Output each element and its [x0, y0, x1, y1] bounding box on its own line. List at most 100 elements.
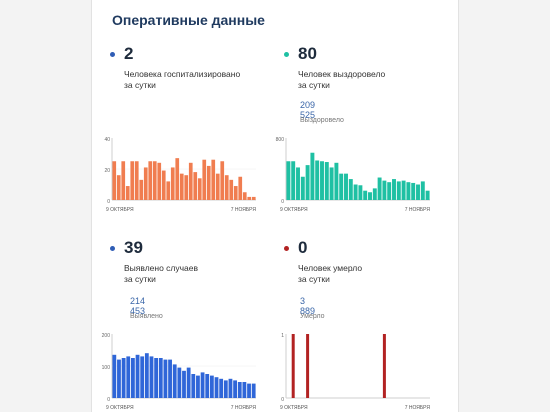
stat-description: Человек выздоровело за сутки [298, 69, 458, 91]
x-tick-label-start: 9 ОКТЯБРЯ [280, 207, 308, 213]
bar [229, 179, 234, 200]
stat-total-label: Умерло [300, 313, 325, 320]
bar [247, 196, 252, 200]
bar [220, 161, 225, 200]
bar [161, 170, 166, 200]
stat-description-line: Выявлено случаев [124, 263, 199, 273]
y-tick-label: 0 [107, 199, 110, 205]
bar [310, 152, 315, 200]
bar [315, 160, 320, 200]
panel-border-left [91, 0, 92, 412]
bar [291, 161, 296, 200]
stat-value: 39 [124, 238, 143, 257]
bar [158, 358, 163, 398]
bar [170, 167, 175, 200]
stat-total-label: Выздоровело [300, 117, 344, 124]
bar [166, 181, 171, 200]
bar [368, 192, 372, 200]
stat-total: 3 889 [300, 296, 316, 316]
y-tick-label: 100 [102, 365, 111, 371]
bar [406, 182, 411, 200]
bar [233, 186, 238, 200]
stat-description-line: за сутки [124, 80, 156, 90]
stat-description-line: за сутки [298, 274, 330, 284]
bar [200, 372, 205, 398]
y-tick-label: 0 [281, 397, 284, 403]
stat-description: Выявлено случаев за сутки [124, 263, 284, 285]
bar [135, 354, 140, 398]
bar [420, 181, 425, 200]
x-tick-label-end: 7 НОЯБРЯ [405, 405, 431, 411]
x-tick-label-end: 7 НОЯБРЯ [231, 405, 257, 411]
x-tick-label-end: 7 НОЯБРЯ [405, 207, 431, 213]
stat-dot [284, 52, 289, 57]
stat-total-label: Выявлено [130, 313, 163, 320]
bar [163, 359, 168, 398]
stat-description-line: за сутки [124, 274, 156, 284]
bar [184, 175, 189, 200]
bar [197, 178, 202, 200]
bar [177, 367, 182, 398]
page-title: Оперативные данные [112, 12, 265, 28]
bar [228, 378, 233, 398]
bar [382, 180, 387, 200]
bar [224, 175, 229, 200]
bar [237, 382, 242, 398]
bar [205, 374, 210, 398]
stat-description: Человека госпитализировано за сутки [124, 69, 284, 91]
bar [148, 161, 153, 200]
bar [324, 162, 329, 200]
bar [149, 356, 154, 398]
bar [121, 358, 126, 398]
bar [353, 184, 358, 200]
bar [112, 161, 117, 200]
bar [179, 173, 184, 200]
bar [186, 367, 191, 398]
stat-dot [284, 246, 289, 251]
bar [191, 374, 196, 398]
bar [219, 378, 224, 398]
bar [377, 177, 382, 200]
x-tick-label-start: 9 ОКТЯБРЯ [106, 207, 134, 213]
bar [193, 172, 198, 200]
bar [152, 161, 157, 200]
bar [242, 192, 247, 200]
stat-description-line: Человека госпитализировано [124, 69, 241, 79]
stat-dot [110, 52, 115, 57]
stat-description: Человек умерло за сутки [298, 263, 458, 285]
bar [144, 353, 149, 398]
bar [130, 358, 135, 398]
bar [392, 179, 396, 200]
y-tick-label: 20 [104, 168, 110, 174]
y-tick-label: 0 [107, 397, 110, 403]
chart-recovered: 800 0 9 ОКТЯБРЯ 7 НОЯБРЯ [276, 137, 431, 213]
stat-value: 0 [298, 238, 308, 257]
bar [117, 359, 121, 398]
bar [126, 356, 131, 398]
bar [209, 375, 214, 398]
y-tick-label: 200 [102, 333, 111, 339]
bar [305, 165, 310, 200]
bar [233, 380, 238, 398]
bar [125, 186, 130, 200]
stat-total: 209 525 [300, 100, 316, 120]
chart-cases: 200 100 0 9 ОКТЯБРЯ 7 НОЯБРЯ [102, 333, 257, 411]
y-tick-label: 1 [281, 333, 284, 339]
bar [139, 179, 144, 200]
bar [206, 165, 211, 200]
bar [182, 370, 186, 398]
bar [348, 179, 353, 200]
left-gutter [0, 0, 92, 412]
bar [329, 167, 334, 200]
bar [188, 162, 193, 200]
bar [251, 383, 256, 398]
bar [339, 173, 344, 200]
bar [358, 185, 363, 200]
bar [196, 375, 200, 398]
stat-description-line: Человек выздоровело [298, 69, 386, 79]
bar [320, 161, 324, 200]
panel-border-right [458, 0, 459, 412]
bar [238, 176, 243, 200]
bar [416, 184, 420, 200]
chart-deaths: 1 0 9 ОКТЯБРЯ 7 НОЯБРЯ [280, 333, 431, 411]
